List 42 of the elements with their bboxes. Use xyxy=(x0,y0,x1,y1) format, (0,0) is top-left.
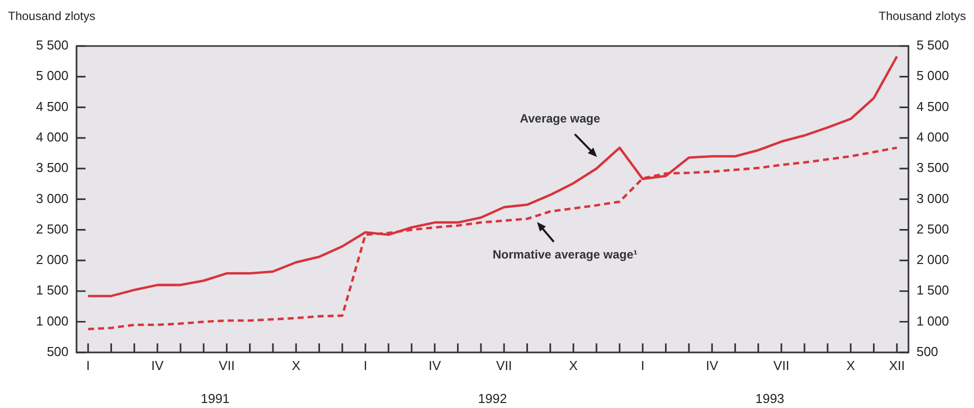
text: 1992 xyxy=(478,391,507,406)
y-tick-label: 5 000 xyxy=(36,68,69,84)
y-tick-label: 1 000 xyxy=(36,313,69,328)
y2-tick-label: 2 000 xyxy=(916,252,950,268)
y2-tick-label: 3 000 xyxy=(916,190,950,206)
annotation: Normative average wage¹ xyxy=(492,247,638,262)
y-tick-label: 1 500 xyxy=(36,282,69,298)
y-tick-label: 3 500 xyxy=(36,160,69,176)
y2-tick-label: 2 500 xyxy=(916,221,950,236)
y-axis-title: Thousand zlotys xyxy=(8,9,96,23)
y2-axis-title: Thousand zlotys xyxy=(878,9,966,23)
y-tick-label: 4 500 xyxy=(36,98,69,114)
x-tick-label: I xyxy=(86,358,90,373)
x-tick-label: IV xyxy=(706,358,718,373)
y-tick-label: 2 000 xyxy=(36,252,69,268)
text: 1991 xyxy=(200,391,230,406)
y2-tick-label: 3 500 xyxy=(916,160,950,176)
y-tick-label: 4 000 xyxy=(36,130,69,144)
x-tick-label: IV xyxy=(151,358,164,373)
y2-tick-label: 5 000 xyxy=(916,68,950,84)
x-tick-label: XII xyxy=(888,358,905,373)
x-tick-label: I xyxy=(364,358,368,373)
y2-tick-label: 1 000 xyxy=(916,313,950,328)
y2-tick-label: 500 xyxy=(916,344,938,359)
x-tick-label: VII xyxy=(496,358,512,373)
y2-tick-label: 1 500 xyxy=(916,282,950,298)
x-tick-label: I xyxy=(640,358,645,373)
y-tick-label: 3 000 xyxy=(36,190,69,206)
annotation: Average wage xyxy=(520,111,600,126)
x-tick-label: VII xyxy=(773,358,790,373)
y2-tick-label: 4 500 xyxy=(916,98,950,114)
x-tick-label: X xyxy=(846,358,856,373)
y2-tick-label: 4 000 xyxy=(916,130,950,144)
text: 1993 xyxy=(755,391,784,406)
y2-tick-label: 5 500 xyxy=(916,38,950,53)
x-tick-label: IV xyxy=(428,358,442,373)
x-tick-label: VII xyxy=(218,358,235,373)
x-tick-label: X xyxy=(292,358,301,373)
y-tick-label: 500 xyxy=(46,344,69,359)
y-tick-label: 2 500 xyxy=(36,221,69,236)
y-tick-label: 5 500 xyxy=(36,38,69,53)
x-tick-label: X xyxy=(569,358,578,373)
